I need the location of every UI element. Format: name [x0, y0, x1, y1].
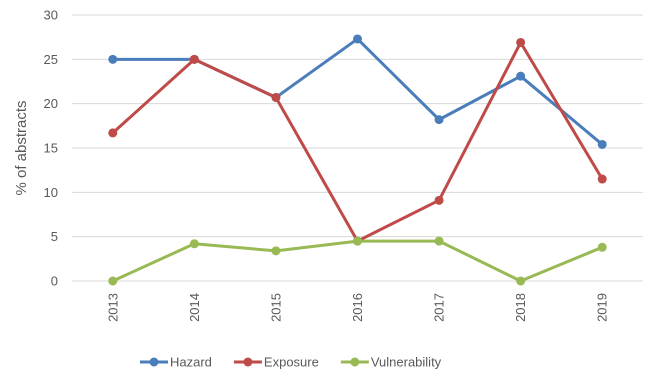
legend-label: Vulnerability: [371, 355, 442, 370]
x-tick-label: 2015: [268, 293, 283, 322]
legend-marker: [243, 357, 253, 367]
x-tick-label: 2016: [350, 293, 365, 322]
data-point: [271, 246, 281, 256]
x-tick-label: 2014: [187, 293, 202, 322]
y-tick-label: 10: [44, 185, 58, 200]
data-point: [353, 236, 362, 246]
x-tick-label: 2013: [105, 293, 120, 322]
legend-marker: [149, 357, 159, 367]
data-point: [271, 92, 281, 102]
series-line: [112, 239, 603, 283]
x-tick-label: 2019: [595, 293, 610, 322]
series-lines: [108, 34, 607, 286]
data-point: [108, 54, 118, 64]
data-point: [353, 34, 362, 44]
series-vulnerability: [108, 236, 607, 286]
data-point: [434, 195, 444, 205]
data-point: [597, 242, 607, 252]
data-point: [597, 174, 607, 184]
y-tick-label: 0: [51, 274, 58, 289]
series-line: [111, 40, 604, 243]
y-tick-label: 30: [44, 8, 58, 23]
data-point: [516, 71, 526, 81]
legend-item-vulnerability: Vulnerability: [340, 355, 442, 370]
x-axis-ticks: 2013 2014 2015 2016 2017 2018 2019: [105, 293, 609, 322]
legend-label: Hazard: [170, 355, 212, 370]
legend: Hazard Exposure Vulnerability: [140, 355, 442, 370]
y-tick-label: 20: [44, 96, 58, 111]
y-tick-label: 25: [44, 52, 58, 67]
legend-item-hazard: Hazard: [140, 355, 212, 370]
y-tick-label: 5: [51, 229, 58, 244]
data-point: [108, 128, 118, 138]
series-hazard: [108, 34, 607, 149]
x-tick-label: 2017: [432, 293, 447, 322]
data-point: [516, 37, 526, 47]
series-exposure: [108, 37, 607, 246]
data-point: [434, 236, 444, 246]
data-point: [189, 239, 199, 249]
data-point: [189, 54, 199, 64]
data-point: [597, 139, 607, 149]
legend-marker: [350, 357, 360, 367]
y-tick-label: 15: [44, 141, 58, 156]
data-point: [516, 276, 526, 286]
legend-label: Exposure: [264, 355, 319, 370]
legend-item-exposure: Exposure: [233, 355, 319, 370]
x-tick-label: 2018: [513, 293, 528, 322]
data-point: [434, 115, 444, 125]
y-axis-ticks: 0 5 10 15 20 25 30: [44, 8, 58, 289]
y-axis-label: % of abstracts: [13, 100, 30, 195]
data-point: [108, 276, 118, 286]
